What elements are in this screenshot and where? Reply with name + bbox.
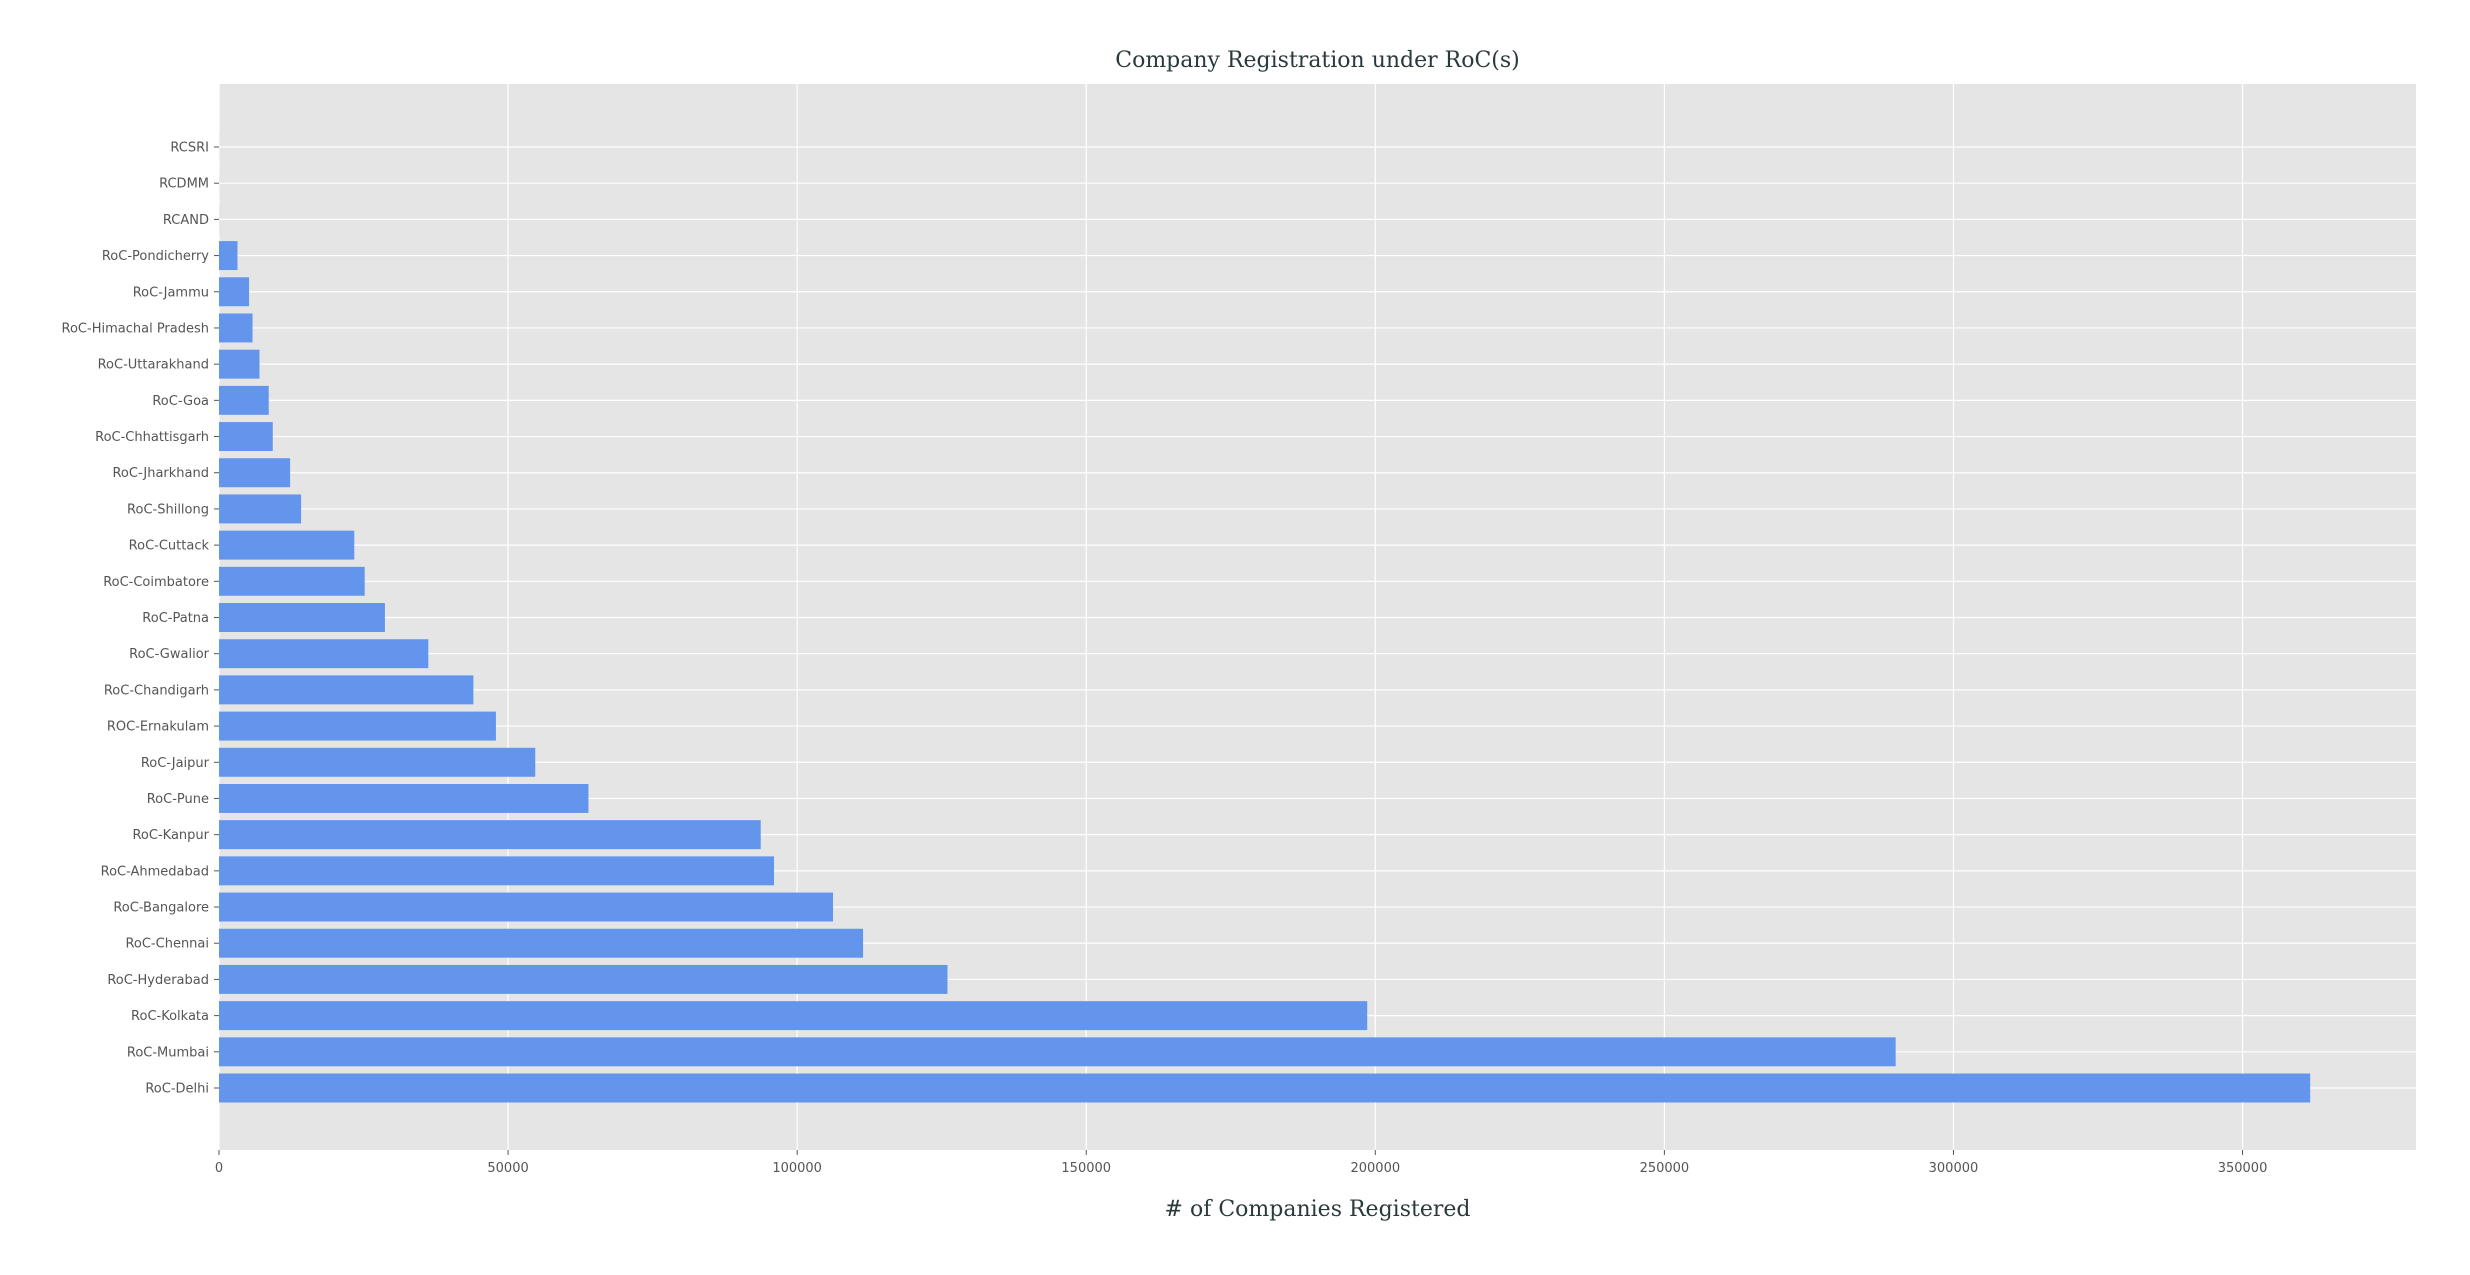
y-tick-label: RoC-Coimbatore — [103, 575, 209, 590]
y-tick-label: RoC-Mumbai — [127, 1045, 209, 1060]
y-tick-label: RoC-Delhi — [145, 1082, 209, 1097]
chart-title: Company Registration under RoC(s) — [1115, 48, 1520, 73]
y-tick-label: RoC-Kanpur — [132, 828, 209, 843]
bar — [219, 241, 238, 270]
x-tick-label: 250000 — [1640, 1161, 1690, 1176]
bar — [219, 350, 259, 379]
y-tick-label: RoC-Shillong — [127, 502, 209, 517]
bar — [219, 712, 496, 741]
bar — [219, 893, 833, 922]
bar — [219, 494, 301, 523]
y-tick-label: RoC-Ahmedabad — [101, 864, 209, 879]
bar — [219, 1037, 1896, 1066]
bar — [219, 748, 535, 777]
bar — [219, 784, 588, 813]
x-tick-label: 50000 — [487, 1161, 528, 1176]
x-tick-label: 0 — [215, 1161, 223, 1176]
y-tick-label: RCDMM — [159, 177, 209, 192]
bar — [219, 458, 290, 487]
bar — [219, 856, 774, 885]
y-tick-label: RoC-Hyderabad — [107, 973, 209, 988]
bar — [219, 639, 428, 668]
y-tick-label: RoC-Gwalior — [129, 647, 209, 662]
x-tick-label: 150000 — [1061, 1161, 1111, 1176]
bar — [219, 531, 354, 560]
y-tick-label: RCAND — [163, 213, 209, 228]
bar — [219, 965, 947, 994]
y-tick-label: RCSRI — [170, 141, 209, 156]
y-tick-label: RoC-Chandigarh — [104, 683, 209, 698]
y-tick-label: RoC-Himachal Pradesh — [62, 321, 209, 336]
y-tick-label: RoC-Chhattisgarh — [95, 430, 209, 445]
y-tick-label: RoC-Pondicherry — [102, 249, 209, 264]
bar — [219, 1074, 2310, 1103]
y-tick-label: RoC-Bangalore — [113, 901, 209, 916]
y-tick-label: ROC-Ernakulam — [107, 720, 209, 735]
y-tick-label: RoC-Goa — [152, 394, 209, 409]
bar — [219, 929, 863, 958]
x-tick-label: 300000 — [1929, 1161, 1979, 1176]
y-tick-label: RoC-Cuttack — [129, 539, 210, 554]
bar — [219, 1001, 1367, 1030]
y-axis-ticks: RoC-Delhi RoC-Mumbai RoC-Kolkata RoC-Hydera… — [62, 141, 219, 1097]
y-tick-label: RoC-Uttarakhand — [98, 358, 209, 373]
bar — [219, 422, 273, 451]
bar — [219, 820, 761, 849]
bar — [219, 386, 269, 415]
y-tick-label: RoC-Chennai — [125, 937, 209, 952]
y-tick-label: RoC-Jharkhand — [112, 466, 209, 481]
x-tick-label: 100000 — [772, 1161, 822, 1176]
x-tick-label: 350000 — [2218, 1161, 2268, 1176]
y-tick-label: RoC-Pune — [147, 792, 209, 807]
y-tick-label: RoC-Patna — [142, 611, 209, 626]
y-tick-label: RoC-Jammu — [133, 285, 209, 300]
bar — [219, 277, 249, 306]
x-axis-ticks: 0 50000 100000 150000 200000 250000 300000 3500… — [215, 1150, 2268, 1176]
bar — [219, 313, 253, 342]
bar — [219, 675, 473, 704]
x-axis-label: # of Companies Registered — [1165, 1197, 1471, 1222]
bar — [219, 567, 365, 596]
y-tick-label: RoC-Kolkata — [131, 1009, 209, 1024]
x-tick-label: 200000 — [1350, 1161, 1400, 1176]
y-tick-label: RoC-Jaipur — [141, 756, 210, 771]
bar — [219, 603, 385, 632]
